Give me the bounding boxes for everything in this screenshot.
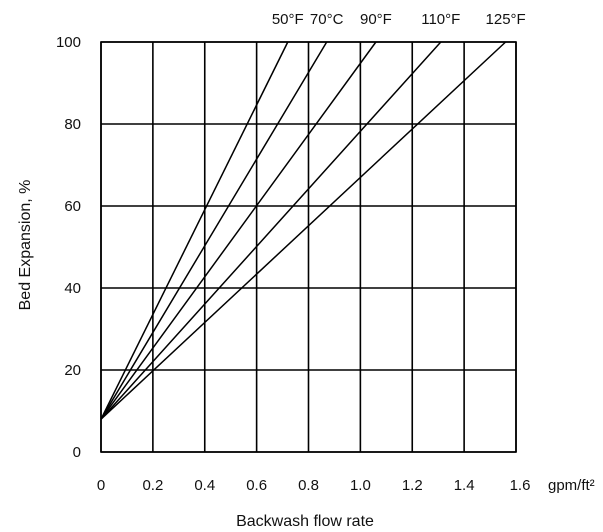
series-line-2 [100,41,377,420]
y-tick-label-1: 20 [64,362,81,379]
series-label-2: 90°F [360,11,392,28]
x-tick-label-8: 1.6 [510,477,531,494]
y-tick-labels: 0 20 40 60 80 100 [56,34,81,461]
y-tick-label-3: 60 [64,198,81,215]
x-tick-label-3: 0.6 [246,477,267,494]
series-line-4 [100,41,507,420]
x-tick-label-5: 1.0 [350,477,371,494]
x-tick-label-0: 0 [97,477,105,494]
grid [100,41,517,453]
series-lines [100,41,507,420]
x-tick-label-7: 1.4 [454,477,475,494]
x-tick-label-1: 0.2 [142,477,163,494]
y-axis-title: Bed Expansion, % [17,180,34,311]
x-tick-label-6: 1.2 [402,477,423,494]
series-label-1: 70°C [310,11,344,28]
series-line-0 [100,41,289,420]
series-line-1 [100,41,328,420]
series-label-4: 125°F [486,11,526,28]
y-tick-label-5: 100 [56,34,81,51]
x-tick-labels: 0 0.2 0.4 0.6 0.8 1.0 1.2 1.4 1.6 [97,477,531,494]
series-label-3: 110°F [421,11,460,28]
x-tick-label-4: 0.8 [298,477,319,494]
series-labels: 50°F 70°C 90°F 110°F 125°F [272,11,526,28]
plot-frame [100,41,517,453]
y-tick-label-0: 0 [73,444,81,461]
x-unit-label: gpm/ft² [548,477,595,494]
y-tick-label-4: 80 [64,116,81,133]
x-tick-label-2: 0.4 [194,477,215,494]
series-label-0: 50°F [272,11,304,28]
x-axis-title: Backwash flow rate [236,513,374,530]
series-line-3 [100,41,442,420]
y-tick-label-2: 40 [64,280,81,297]
